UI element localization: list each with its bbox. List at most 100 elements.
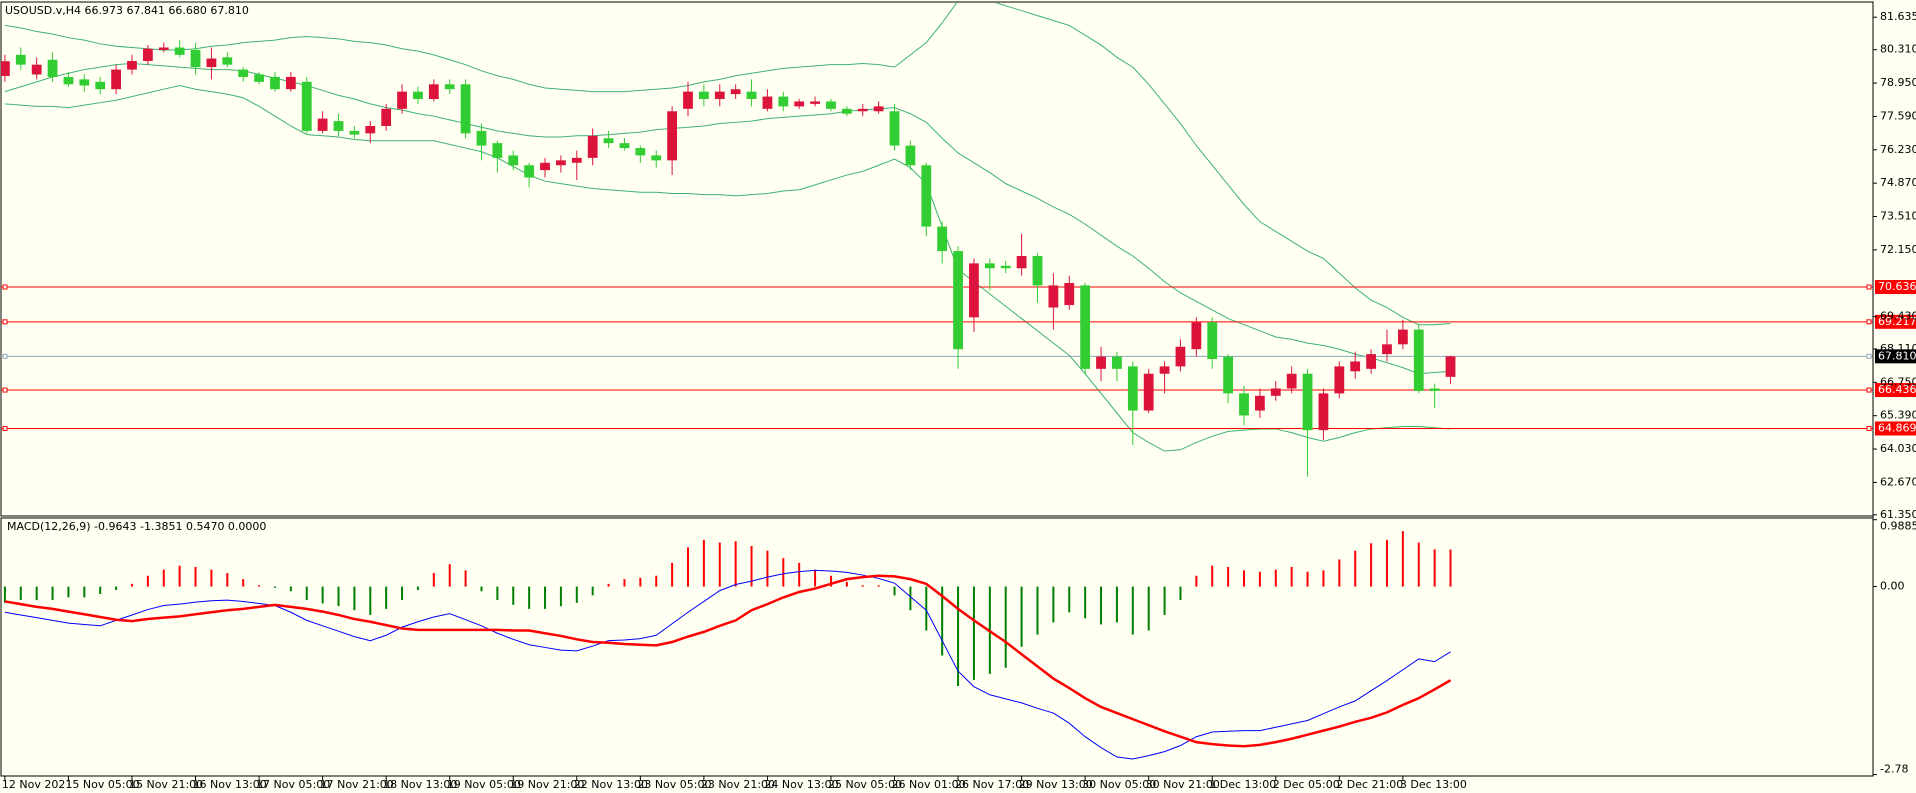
candle-body xyxy=(1000,265,1011,269)
y-tick-label: 62.670 xyxy=(1880,475,1916,488)
candle-body xyxy=(1064,282,1075,306)
candle-body xyxy=(1143,373,1154,411)
macd-title: MACD(12,26,9) -0.9643 -1.3851 0.5470 0.0… xyxy=(7,520,266,533)
candle-body xyxy=(270,76,280,90)
price-label-box xyxy=(1875,383,1916,398)
candle-body xyxy=(635,148,646,156)
x-tick-label: 23 Nov 05:00 xyxy=(637,778,711,791)
candle-body xyxy=(1350,361,1361,372)
candle-body xyxy=(587,135,598,158)
candle-body xyxy=(1429,388,1440,391)
candle-body xyxy=(349,130,360,135)
candle-body xyxy=(285,76,296,90)
candle-body xyxy=(1127,366,1138,411)
candle-body xyxy=(524,165,535,178)
candle-body xyxy=(1302,373,1313,431)
candle-body xyxy=(730,89,741,95)
y-tick-label: 66.750 xyxy=(1880,375,1916,388)
level-anchor xyxy=(1866,387,1872,393)
price-label-box xyxy=(1875,280,1916,295)
candle-body xyxy=(174,47,185,55)
y-tick-label: 64.030 xyxy=(1880,442,1916,455)
x-tick-label: 24 Nov 13:00 xyxy=(764,778,838,791)
price-label-box xyxy=(1875,349,1916,364)
candle-body xyxy=(889,111,900,146)
x-tick-label: 25 Nov 05:00 xyxy=(828,778,902,791)
candle-body xyxy=(556,160,566,166)
y-tick-label: 61.350 xyxy=(1880,508,1916,521)
candle-body xyxy=(1254,395,1265,411)
candle-body xyxy=(111,69,122,90)
candle-body xyxy=(301,81,312,131)
candle-body xyxy=(698,91,709,100)
candle-body xyxy=(984,263,995,269)
x-tick-label: 19 Nov 05:00 xyxy=(447,778,521,791)
y-tick-label: 69.430 xyxy=(1880,310,1916,323)
x-tick-label: 30 Nov 05:00 xyxy=(1082,778,1156,791)
candle-body xyxy=(333,121,344,131)
y-tick-label: 65.390 xyxy=(1880,409,1916,422)
candle-body xyxy=(238,69,249,77)
level-anchor xyxy=(2,353,8,359)
y-tick-label: 0.9885 xyxy=(1880,520,1916,533)
candle-body xyxy=(1382,344,1392,355)
candle-body xyxy=(1080,285,1091,369)
candle-body xyxy=(142,48,153,61)
candle-body xyxy=(1096,356,1106,369)
candle-body xyxy=(397,91,407,109)
candle-body xyxy=(222,57,233,65)
candle-body xyxy=(571,157,582,163)
candle-body xyxy=(953,251,963,350)
x-tick-label: 2 Dec 21:00 xyxy=(1336,778,1403,791)
x-tick-label: 22 Nov 13:00 xyxy=(574,778,648,791)
main-pane xyxy=(1,3,1873,477)
candle-body xyxy=(540,162,550,171)
candle-body xyxy=(794,101,805,107)
candle-body xyxy=(365,125,376,134)
candle-body xyxy=(1048,285,1059,308)
x-tick-label: 1 Dec 13:00 xyxy=(1209,778,1276,791)
candle-body xyxy=(190,49,201,68)
candle-body xyxy=(47,59,58,77)
y-tick-label: 68.110 xyxy=(1880,342,1916,355)
candle-body xyxy=(1207,322,1218,360)
y-tick-label: 77.590 xyxy=(1880,109,1916,122)
candle-body xyxy=(667,111,678,161)
price-label: 66.436 xyxy=(1878,383,1916,396)
x-tick-label: 23 Nov 21:00 xyxy=(701,778,775,791)
candle-body xyxy=(762,96,773,109)
candle-body xyxy=(95,81,106,90)
x-tick-label: 2 Dec 05:00 xyxy=(1273,778,1340,791)
x-tick-label: 15 Nov 21:00 xyxy=(129,778,203,791)
x-tick-label: 18 Nov 13:00 xyxy=(383,778,457,791)
price-label: 64.869 xyxy=(1878,421,1916,434)
candle-body xyxy=(651,155,662,161)
candle-body xyxy=(127,60,137,70)
macd-pane xyxy=(3,531,1452,760)
candle-body xyxy=(63,76,74,85)
candle-body xyxy=(444,84,455,90)
candle-body xyxy=(1,61,10,76)
candle-body xyxy=(1413,329,1424,391)
candle-body xyxy=(1445,356,1456,377)
y-tick-label: 0.00 xyxy=(1880,580,1905,593)
level-anchor xyxy=(1866,319,1872,325)
y-tick-label: -2.78 xyxy=(1880,763,1908,776)
candle-body xyxy=(1318,393,1329,431)
x-tick-label: 3 Dec 13:00 xyxy=(1400,778,1467,791)
y-tick-label: 81.635 xyxy=(1880,10,1916,23)
candle-body xyxy=(206,58,217,68)
candle-body xyxy=(254,74,264,82)
macd-line xyxy=(4,574,1452,748)
candle-body xyxy=(1175,346,1186,367)
candle-body xyxy=(428,84,439,100)
candle-body xyxy=(15,54,26,65)
price-label: 70.636 xyxy=(1878,280,1916,293)
candle-body xyxy=(1032,256,1043,286)
x-tick-label: 26 Nov 17:00 xyxy=(955,778,1029,791)
price-label: 67.810 xyxy=(1878,349,1916,362)
candle-body xyxy=(158,47,169,50)
candle-body xyxy=(79,79,90,86)
candle-body xyxy=(857,108,868,112)
